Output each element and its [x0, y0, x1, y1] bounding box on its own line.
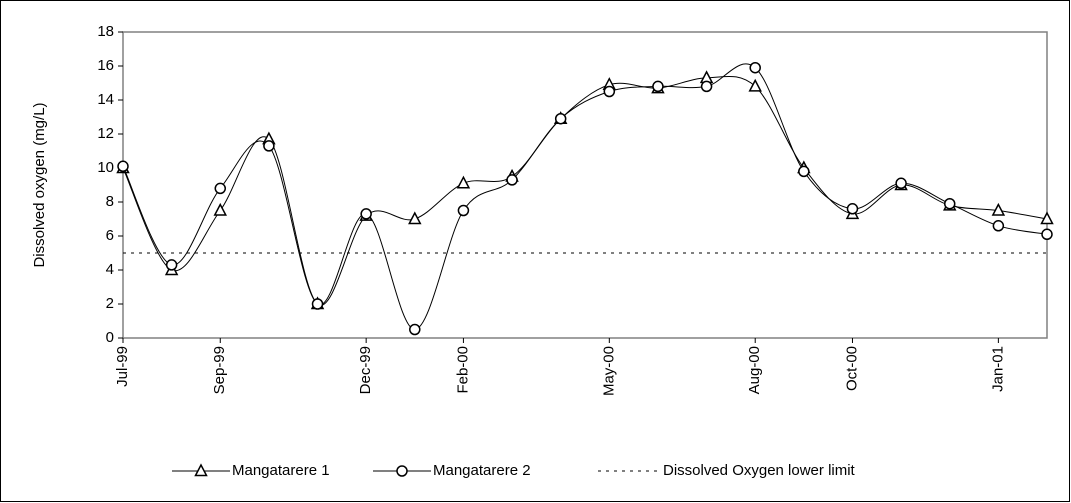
- marker-circle: [360, 208, 372, 220]
- marker-circle: [165, 259, 178, 271]
- legend-label: Dissolved Oxygen lower limit: [663, 462, 856, 479]
- y-tick-label: 16: [97, 57, 114, 74]
- y-tick-label: 4: [106, 261, 114, 278]
- marker-circle: [895, 177, 907, 190]
- marker-circle: [992, 220, 1005, 232]
- y-tick-label: 18: [97, 23, 114, 40]
- marker-circle: [554, 112, 567, 125]
- marker-circle: [603, 85, 616, 98]
- marker-triangle: [213, 202, 228, 216]
- x-tick-label: Oct-00: [843, 346, 860, 391]
- marker-circle: [263, 140, 275, 152]
- y-axis-label: Dissolved oxygen (mg/L): [31, 102, 48, 267]
- y-tick-label: 8: [106, 193, 114, 210]
- marker-circle: [798, 165, 810, 178]
- marker-circle: [409, 323, 421, 336]
- marker-circle: [117, 160, 129, 173]
- x-tick-label: Aug-00: [746, 346, 763, 394]
- marker-circle: [311, 298, 324, 310]
- plot-area: [122, 31, 1048, 339]
- x-tick-label: Feb-00: [454, 346, 471, 394]
- marker-circle: [214, 182, 227, 195]
- marker-circle: [846, 203, 859, 215]
- marker-circle: [700, 80, 713, 93]
- legend-marker: [194, 463, 208, 477]
- marker-circle: [1041, 228, 1053, 241]
- marker-circle: [457, 204, 470, 217]
- x-tick-label: Sep-99: [211, 346, 228, 394]
- legend-label: Mangatarere 2: [433, 462, 531, 479]
- marker-triangle: [748, 78, 762, 92]
- x-tick-label: Dec-99: [357, 346, 374, 394]
- legend-label: Mangatarere 1: [232, 462, 330, 479]
- y-tick-label: 0: [106, 329, 114, 346]
- y-tick-label: 12: [97, 125, 114, 142]
- marker-triangle: [456, 175, 471, 189]
- marker-circle: [506, 174, 518, 186]
- marker-triangle: [991, 202, 1006, 216]
- marker-triangle: [408, 211, 422, 225]
- x-tick-label: Jan-01: [989, 346, 1006, 392]
- marker-circle: [943, 197, 956, 210]
- y-tick-label: 2: [106, 295, 114, 312]
- x-tick-label: Jul-99: [114, 346, 131, 387]
- x-tick-label: May-00: [600, 346, 617, 396]
- legend-marker: [396, 465, 408, 477]
- y-tick-label: 6: [106, 227, 114, 244]
- y-tick-label: 14: [97, 91, 114, 108]
- marker-circle: [652, 80, 664, 93]
- marker-circle: [749, 61, 761, 74]
- marker-triangle: [1040, 211, 1054, 225]
- y-tick-label: 10: [97, 159, 114, 176]
